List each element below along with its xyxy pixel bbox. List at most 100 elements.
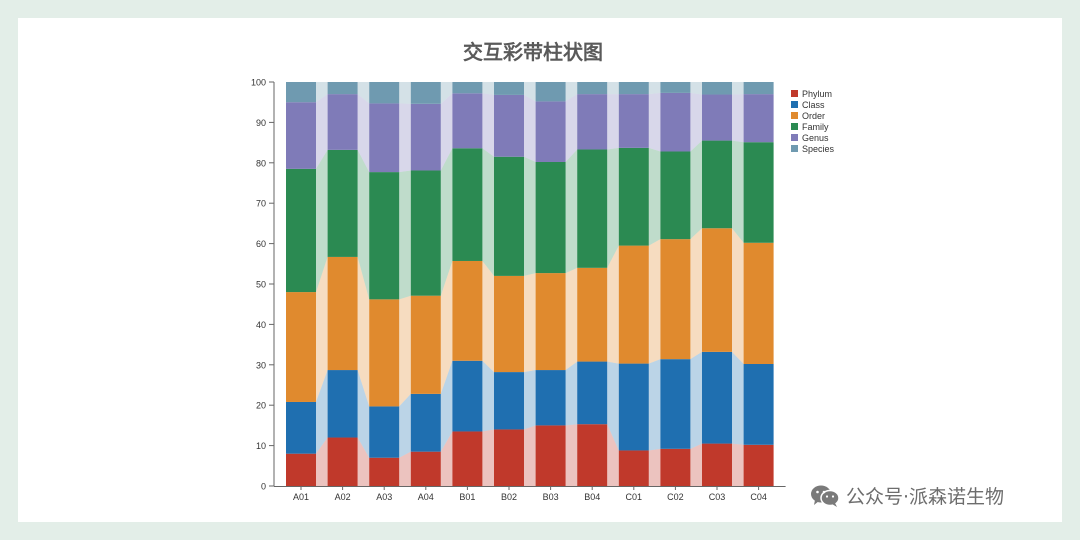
bar-C04-genus[interactable] — [743, 94, 774, 143]
bar-C02-phylum[interactable] — [660, 448, 691, 486]
bar-C04-species[interactable] — [743, 82, 774, 95]
legend-item-species[interactable]: Species — [791, 143, 834, 154]
bar-A02-class[interactable] — [327, 370, 358, 438]
bar-C02-class[interactable] — [660, 359, 691, 449]
bar-B02-family[interactable] — [494, 156, 524, 276]
y-tick-label-50: 50 — [256, 280, 266, 290]
bar-B01-phylum[interactable] — [452, 431, 483, 486]
bar-C01-family[interactable] — [618, 147, 649, 246]
bar-A02-order[interactable] — [327, 256, 358, 371]
ribbon-order-B01-B02 — [482, 260, 494, 373]
bar-B02-class[interactable] — [494, 372, 524, 430]
bar-A03-phylum[interactable] — [369, 457, 400, 486]
bar-B01-order[interactable] — [452, 260, 483, 361]
bar-B03-order[interactable] — [535, 273, 566, 371]
bar-A02-family[interactable] — [327, 149, 358, 257]
ribbon-class-B02-B03 — [524, 370, 536, 430]
ribbon-species-C02-C03 — [690, 82, 702, 95]
legend-label: Species — [802, 143, 835, 154]
chart-legend: Phylum Class Order Family Genus Species — [791, 88, 834, 154]
bar-A01-phylum[interactable] — [286, 453, 316, 486]
bar-A03-genus[interactable] — [369, 103, 400, 173]
y-tick-label-40: 40 — [256, 320, 266, 330]
bar-A01-family[interactable] — [286, 168, 316, 293]
bar-C02-genus[interactable] — [660, 92, 691, 152]
bar-C04-class[interactable] — [743, 363, 774, 445]
bar-C03-species[interactable] — [702, 82, 732, 95]
bar-A04-class[interactable] — [410, 393, 441, 452]
bar-A02-genus[interactable] — [327, 94, 358, 150]
legend-item-genus[interactable]: Genus — [791, 132, 834, 143]
bar-C02-family[interactable] — [660, 151, 691, 240]
bar-B02-phylum[interactable] — [494, 429, 524, 486]
y-tick-label-80: 80 — [256, 158, 266, 168]
bar-B01-family[interactable] — [452, 148, 483, 261]
bar-A01-order[interactable] — [286, 292, 316, 402]
bar-C03-order[interactable] — [702, 228, 732, 352]
ribbon-species-A01-A02 — [316, 82, 328, 103]
ribbon-class-C03-C04 — [732, 351, 744, 445]
bar-C03-genus[interactable] — [702, 94, 732, 141]
x-tick-label-A03: A03 — [376, 492, 392, 502]
bar-B04-phylum[interactable] — [577, 424, 608, 486]
bar-C03-class[interactable] — [702, 351, 732, 444]
bar-C01-order[interactable] — [618, 245, 649, 364]
bar-C04-family[interactable] — [743, 142, 774, 243]
bar-A01-class[interactable] — [286, 401, 316, 454]
ribbon-genus-B03-B04 — [565, 94, 578, 162]
ribbon-order-B03-B04 — [565, 267, 578, 371]
bar-B03-class[interactable] — [535, 370, 566, 426]
bar-B02-species[interactable] — [494, 82, 524, 95]
bar-A02-phylum[interactable] — [327, 437, 358, 486]
ribbon-genus-B01-B02 — [482, 93, 494, 157]
bar-C02-order[interactable] — [660, 239, 691, 360]
bar-A03-species[interactable] — [369, 82, 400, 104]
bar-B04-order[interactable] — [577, 267, 608, 362]
bar-A03-family[interactable] — [369, 172, 400, 300]
legend-item-order[interactable]: Order — [791, 110, 834, 121]
bar-B02-order[interactable] — [494, 275, 524, 373]
bar-B02-genus[interactable] — [494, 94, 524, 157]
bar-A04-order[interactable] — [410, 295, 441, 394]
bar-A01-genus[interactable] — [286, 102, 316, 169]
bar-C03-phylum[interactable] — [702, 443, 732, 486]
bar-A03-class[interactable] — [369, 406, 400, 458]
bar-B04-species[interactable] — [577, 82, 608, 95]
bar-B03-genus[interactable] — [535, 101, 566, 162]
ribbon-genus-C03-C04 — [732, 94, 744, 143]
legend-item-phylum[interactable]: Phylum — [791, 88, 834, 99]
bar-B01-class[interactable] — [452, 360, 483, 432]
ribbon-species-A02-A03 — [357, 82, 370, 104]
bar-A04-phylum[interactable] — [410, 451, 441, 486]
bar-B03-phylum[interactable] — [535, 425, 566, 486]
bar-C02-species[interactable] — [660, 82, 691, 93]
bar-C01-class[interactable] — [618, 363, 649, 451]
legend-item-class[interactable]: Class — [791, 99, 834, 110]
bar-A02-species[interactable] — [327, 82, 358, 95]
bar-A04-species[interactable] — [410, 82, 441, 104]
ribbon-order-A03-A04 — [399, 295, 411, 407]
bar-B01-genus[interactable] — [452, 93, 483, 149]
y-tick-label-100: 100 — [251, 78, 266, 88]
bar-A03-order[interactable] — [369, 299, 400, 407]
legend-label: Class — [802, 99, 825, 110]
legend-swatch — [791, 123, 798, 130]
bar-B03-species[interactable] — [535, 82, 566, 102]
bar-C01-phylum[interactable] — [618, 450, 649, 486]
bar-C01-genus[interactable] — [618, 94, 649, 148]
bar-B04-class[interactable] — [577, 361, 608, 425]
bar-A04-family[interactable] — [410, 170, 441, 296]
bar-A04-genus[interactable] — [410, 103, 441, 171]
ribbon-class-A04-B01 — [440, 360, 453, 452]
ribbon-family-A01-A02 — [316, 149, 328, 293]
bar-B04-family[interactable] — [577, 149, 608, 268]
bar-B01-species[interactable] — [452, 82, 483, 94]
bar-B04-genus[interactable] — [577, 94, 608, 150]
bar-B03-family[interactable] — [535, 161, 566, 274]
bar-C03-family[interactable] — [702, 140, 732, 229]
bar-C01-species[interactable] — [618, 82, 649, 95]
legend-item-family[interactable]: Family — [791, 121, 834, 132]
bar-C04-order[interactable] — [743, 242, 774, 364]
bar-C04-phylum[interactable] — [743, 444, 774, 486]
bar-A01-species[interactable] — [286, 82, 316, 103]
